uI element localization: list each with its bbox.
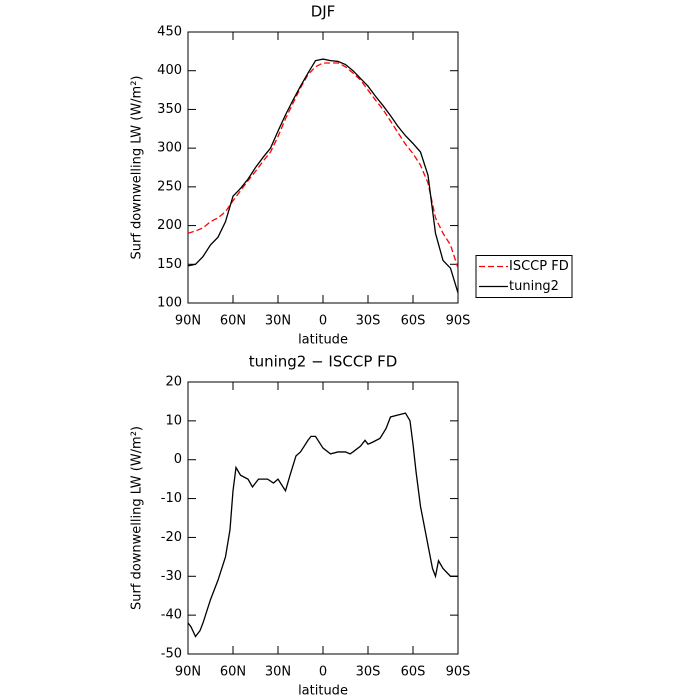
x-tick-label: 30N [265, 314, 291, 329]
x-axis-label: latitude [298, 684, 348, 699]
chart-title: tuning2 − ISCCP FD [249, 353, 398, 371]
legend-label: ISCCP FD [509, 259, 569, 274]
x-tick-label: 90N [175, 314, 201, 329]
x-tick-label: 60S [401, 314, 426, 329]
x-tick-label: 30S [356, 665, 381, 680]
legend-box [475, 255, 573, 298]
x-tick-label: 90N [175, 665, 201, 680]
series-line [187, 412, 458, 638]
x-tick-label: 60S [401, 665, 426, 680]
y-tick-label: 0 [174, 452, 182, 467]
x-axis-label: latitude [298, 333, 348, 348]
series-line [187, 62, 459, 269]
y-axis-label: Surf downwelling LW (W/m²) [130, 76, 145, 260]
plot-frame [187, 381, 459, 655]
x-tick-label: 90S [446, 665, 471, 680]
y-tick-label: 20 [165, 375, 182, 390]
y-tick-label: 100 [157, 296, 182, 311]
y-tick-label: -50 [161, 647, 182, 662]
y-tick-label: -10 [161, 491, 182, 506]
y-tick-label: -40 [161, 608, 182, 623]
y-tick-label: 10 [165, 413, 182, 428]
y-tick-label: 400 [157, 63, 182, 78]
y-tick-label: 150 [157, 257, 182, 272]
x-tick-label: 30N [265, 665, 291, 680]
x-tick-label: 60N [220, 314, 246, 329]
series-line [187, 58, 459, 294]
x-tick-label: 90S [446, 314, 471, 329]
x-tick-label: 30S [356, 314, 381, 329]
y-tick-label: 250 [157, 179, 182, 194]
x-tick-label: 0 [319, 314, 327, 329]
y-tick-label: -30 [161, 569, 182, 584]
y-tick-label: 300 [157, 141, 182, 156]
x-tick-label: 0 [319, 665, 327, 680]
y-tick-label: 200 [157, 218, 182, 233]
y-tick-label: 450 [157, 25, 182, 40]
chart-title: DJF [311, 3, 336, 21]
x-tick-label: 60N [220, 665, 246, 680]
legend-label: tuning2 [509, 279, 559, 294]
y-tick-label: 350 [157, 102, 182, 117]
plot-frame [187, 31, 459, 304]
y-tick-label: -20 [161, 530, 182, 545]
y-axis-label: Surf downwelling LW (W/m²) [130, 426, 145, 610]
